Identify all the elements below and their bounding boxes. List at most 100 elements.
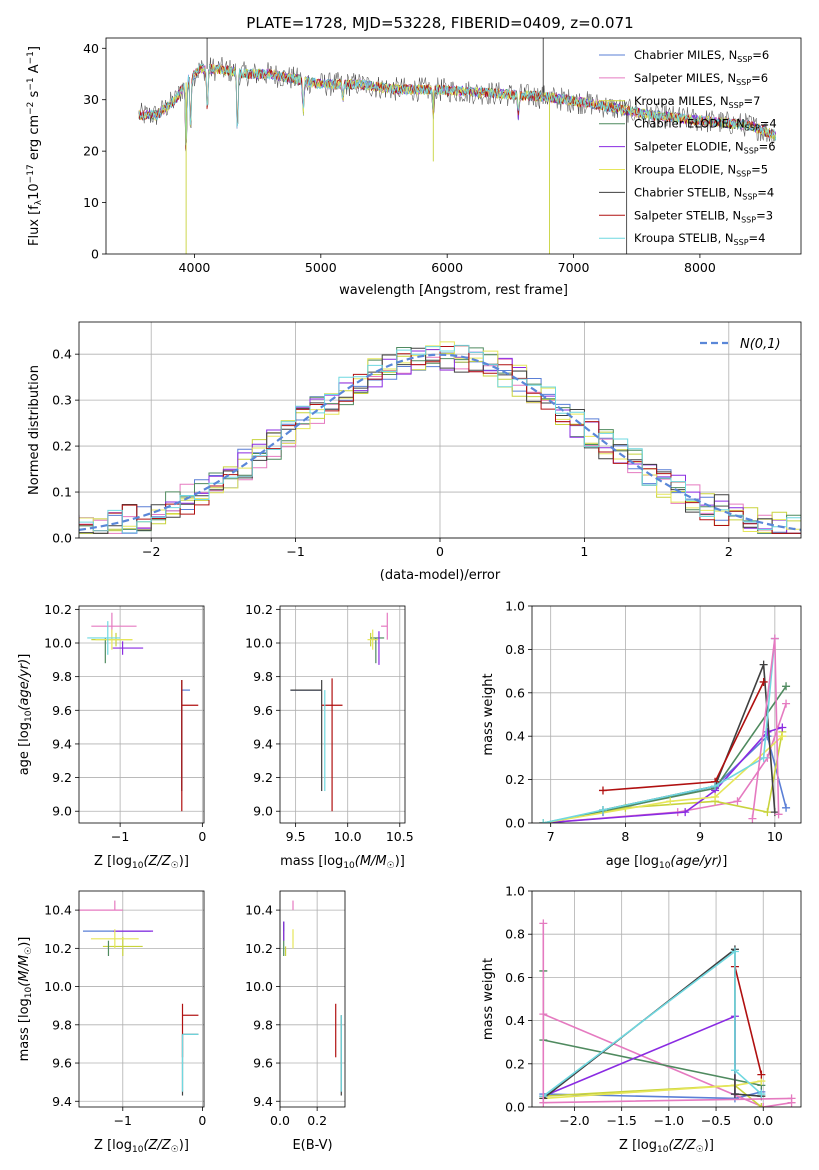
legend-label-2: Kroupa MILES, NSSP=7 [634, 94, 760, 110]
age-vs-mass-ytick-label: 9.2 [253, 770, 273, 785]
massweight-vs-age-ytick-label: 1.0 [505, 599, 525, 614]
age-vs-Z-ylabel: age [log10(age/yr)] [17, 654, 34, 776]
legend-label-5: Kroupa ELODIE, NSSP=5 [634, 163, 768, 179]
spectrum-xtick-label: 5000 [305, 260, 337, 275]
age-vs-Z-xlabel: Z [log10(Z/Z☉)] [94, 854, 189, 871]
massweight-vs-age-xtick-label: 7 [547, 829, 555, 844]
mass-vs-Z-xtick-label: −1 [114, 1113, 132, 1128]
mass-vs-Z-ytick-label: 9.4 [52, 1094, 72, 1109]
normal-curve [79, 353, 801, 531]
massweight-vs-age-point [711, 792, 720, 801]
mass-vs-Z-frame [78, 890, 205, 1108]
residuals-xlabel: (data-model)/error [380, 568, 501, 583]
age-vs-mass-plot-area [290, 612, 388, 812]
spectrum-ylabel: Flux [fλ10−17 erg cm−2 s−1 A−1] [26, 46, 44, 246]
massweight-vs-Z-point [539, 1098, 548, 1107]
mass-vs-Z-ytick-label: 10.2 [44, 941, 72, 956]
age-vs-mass-ytick-label: 9.6 [253, 703, 273, 718]
massweight-vs-age-frame [531, 605, 802, 824]
massweight-vs-Z-point [759, 1103, 768, 1107]
massweight-vs-age-ytick-label: 0.8 [505, 642, 525, 657]
residuals-ytick-label: 0.4 [52, 347, 72, 362]
mass-vs-EBV-ytick-label: 9.8 [253, 1017, 273, 1032]
age-vs-Z-ytick-label: 9.0 [52, 804, 72, 819]
massweight-vs-age-ylabel: mass weight [481, 673, 496, 755]
massweight-vs-Z-series-1 [542, 1013, 792, 1107]
massweight-vs-age-point [733, 797, 742, 806]
massweight-vs-age-point [711, 782, 720, 791]
massweight-vs-age-plot-area [539, 634, 791, 823]
massweight-vs-age-point [778, 732, 787, 741]
residuals-ytick-label: 0.2 [52, 439, 72, 454]
massweight-vs-age-point [763, 808, 772, 817]
massweight-vs-age-xtick-label: 9 [696, 829, 704, 844]
mass-vs-Z-ylabel: mass [log10(M/M☉)] [17, 937, 34, 1062]
massweight-vs-Z-series-9 [542, 923, 792, 1104]
massweight-vs-age-point [748, 814, 757, 823]
age-vs-mass-xlabel: mass [log10(M/M☉)] [280, 854, 405, 871]
residuals-xtick-label: 0 [436, 544, 444, 559]
residuals-plot-area [79, 341, 801, 534]
legend-label-7: Salpeter STELIB, NSSP=3 [634, 208, 773, 224]
massweight-vs-age-ytick-label: 0.4 [505, 729, 525, 744]
massweight-vs-Z-plot-area [539, 919, 796, 1107]
massweight-vs-age-series-4 [543, 726, 783, 823]
residuals-xtick-label: −1 [286, 544, 304, 559]
massweight-vs-Z-ylabel: mass weight [481, 958, 496, 1040]
age-vs-mass-ytick-label: 9.4 [253, 736, 273, 751]
massweight-vs-Z-ytick-label: 0.8 [505, 927, 525, 942]
age-vs-mass-ytick-label: 10.2 [245, 602, 273, 617]
mass-vs-Z-plot-area [79, 900, 199, 1096]
mass-vs-Z-ytick-label: 9.6 [52, 1056, 72, 1071]
residuals-xtick-label: −2 [142, 544, 160, 559]
spectrum-xtick-label: 8000 [684, 260, 716, 275]
mass-vs-Z-ytick-label: 9.8 [52, 1017, 72, 1032]
legend-label-1: Salpeter MILES, NSSP=6 [634, 71, 768, 87]
legend-label-3: Chabrier ELODIE, NSSP=4 [634, 117, 777, 133]
massweight-vs-Z-point [539, 919, 548, 928]
age-vs-Z-ytick-label: 9.6 [52, 703, 72, 718]
legend-label-6: Chabrier STELIB, NSSP=4 [634, 185, 774, 201]
mass-vs-EBV-ytick-label: 10.2 [245, 941, 273, 956]
massweight-vs-Z-point [730, 1066, 739, 1075]
residuals-xtick-label: 1 [580, 544, 588, 559]
massweight-vs-Z-ytick-label: 0.6 [505, 970, 525, 985]
massweight-vs-Z-ytick-label: 0.0 [505, 1100, 525, 1115]
age-vs-Z-xtick-label: −1 [111, 829, 129, 844]
massweight-vs-Z-xtick-label: −1.5 [606, 1113, 636, 1128]
mass-vs-Z-ytick-label: 10.0 [44, 979, 72, 994]
spectrum-ytick-label: 0 [91, 247, 99, 262]
massweight-vs-Z-ytick-label: 0.2 [505, 1056, 525, 1071]
massweight-vs-age-point [681, 808, 690, 817]
spectrum-xtick-label: 7000 [558, 260, 590, 275]
spectrum-ytick-label: 40 [83, 41, 99, 56]
legend-label-4: Salpeter ELODIE, NSSP=6 [634, 140, 776, 156]
age-vs-mass-frame [279, 605, 406, 824]
massweight-vs-age-point [759, 677, 768, 686]
age-vs-Z-ytick-label: 9.2 [52, 770, 72, 785]
age-vs-Z-ytick-label: 10.2 [44, 602, 72, 617]
massweight-vs-Z-frame [531, 890, 802, 1108]
legend-label-8: Kroupa STELIB, NSSP=4 [634, 231, 765, 247]
residuals-xtick-label: 2 [725, 544, 733, 559]
massweight-vs-age-xtick-label: 8 [621, 829, 629, 844]
mass-vs-EBV-ytick-label: 9.6 [253, 1056, 273, 1071]
age-vs-Z-ytick-label: 9.4 [52, 736, 72, 751]
massweight-vs-Z-series-6 [542, 947, 762, 1100]
residual-hist-8 [79, 344, 801, 534]
mass-vs-EBV-ytick-label: 10.0 [245, 979, 273, 994]
age-vs-mass-xtick-label: 10.0 [334, 829, 362, 844]
massweight-vs-Z-xtick-label: −0.5 [701, 1113, 731, 1128]
massweight-vs-age-series-2 [543, 731, 784, 823]
age-vs-Z-frame [78, 605, 205, 824]
residuals-frame [78, 321, 802, 539]
massweight-vs-Z-xtick-label: 0.0 [753, 1113, 773, 1128]
age-vs-mass-xtick-label: 10.5 [386, 829, 414, 844]
spectrum-xtick-label: 4000 [179, 260, 211, 275]
massweight-vs-age-point [782, 803, 791, 812]
age-vs-Z-ytick-label: 10.0 [44, 636, 72, 651]
mass-vs-EBV-frame [279, 890, 346, 1108]
massweight-vs-Z-point [757, 1070, 766, 1079]
massweight-vs-age-point [778, 723, 787, 732]
